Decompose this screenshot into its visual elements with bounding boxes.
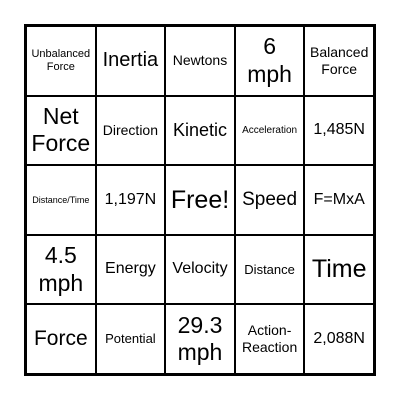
bingo-cell[interactable]: Net Force bbox=[26, 95, 96, 166]
bingo-cell[interactable]: Speed bbox=[234, 165, 305, 235]
free-space-cell[interactable]: Free! bbox=[165, 165, 235, 235]
bingo-cell[interactable]: Energy bbox=[95, 234, 166, 305]
bingo-cell[interactable]: Balanced Force bbox=[304, 26, 374, 96]
bingo-cell[interactable]: 6 mph bbox=[234, 26, 305, 96]
bingo-cell[interactable]: Distance/Time bbox=[26, 165, 96, 235]
bingo-cell[interactable]: Velocity bbox=[165, 234, 235, 305]
bingo-cell[interactable]: 1,197N bbox=[95, 165, 166, 235]
bingo-cell[interactable]: Inertia bbox=[95, 26, 166, 96]
bingo-cell[interactable]: Acceleration bbox=[234, 95, 305, 166]
bingo-cell[interactable]: Distance bbox=[234, 234, 305, 305]
bingo-cell[interactable]: Kinetic bbox=[165, 95, 235, 166]
bingo-cell[interactable]: 4.5 mph bbox=[26, 234, 96, 305]
bingo-board: Unbalanced Force Inertia Newtons 6 mph B… bbox=[24, 24, 376, 376]
bingo-cell[interactable]: Time bbox=[304, 234, 374, 305]
bingo-cell[interactable]: Force bbox=[26, 304, 96, 374]
bingo-cell[interactable]: 29.3 mph bbox=[165, 304, 235, 374]
bingo-cell[interactable]: 1,485N bbox=[304, 95, 374, 166]
bingo-cell[interactable]: Action-Reaction bbox=[234, 304, 305, 374]
bingo-cell[interactable]: Direction bbox=[95, 95, 166, 166]
bingo-cell[interactable]: Newtons bbox=[165, 26, 235, 96]
bingo-cell[interactable]: Unbalanced Force bbox=[26, 26, 96, 96]
bingo-cell[interactable]: F=MxA bbox=[304, 165, 374, 235]
bingo-cell[interactable]: 2,088N bbox=[304, 304, 374, 374]
bingo-cell[interactable]: Potential bbox=[95, 304, 166, 374]
